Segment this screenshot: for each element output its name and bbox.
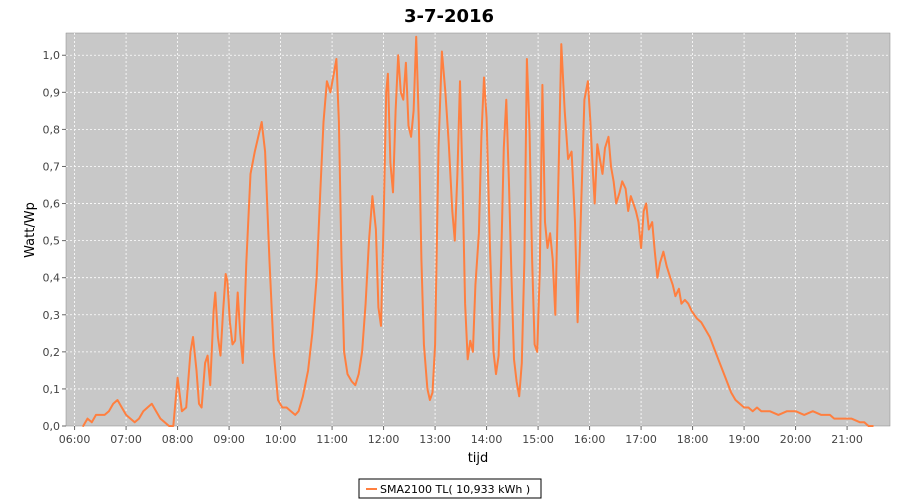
y-tick-label: 0,5 xyxy=(43,235,61,248)
legend-label: SMA2100 TL( 10,933 kWh ) xyxy=(380,483,530,496)
legend: SMA2100 TL( 10,933 kWh ) xyxy=(358,478,542,499)
y-tick-label: 0,7 xyxy=(43,160,61,173)
x-tick-label: 15:00 xyxy=(522,433,554,446)
x-tick-label: 16:00 xyxy=(574,433,606,446)
x-tick-label: 20:00 xyxy=(780,433,812,446)
y-tick-label: 0,2 xyxy=(43,346,61,359)
x-tick-label: 09:00 xyxy=(213,433,245,446)
x-tick-label: 14:00 xyxy=(471,433,503,446)
y-tick-label: 0,1 xyxy=(43,383,61,396)
y-tick-label: 0,4 xyxy=(43,272,61,285)
y-tick-label: 0,6 xyxy=(43,198,61,211)
x-tick-label: 06:00 xyxy=(59,433,91,446)
x-tick-label: 07:00 xyxy=(110,433,142,446)
legend-box xyxy=(358,478,542,499)
x-tick-label: 12:00 xyxy=(368,433,400,446)
x-tick-label: 17:00 xyxy=(625,433,657,446)
y-tick-label: 0,0 xyxy=(43,420,61,433)
x-axis-ticks: 06:00 07:00 08:00 09:00 10:00 11:00 12:00 13:00… xyxy=(59,426,863,446)
x-tick-label: 10:00 xyxy=(265,433,297,446)
x-axis-label: tijd xyxy=(468,451,489,466)
y-axis-label: Watt/Wp xyxy=(23,202,38,258)
x-tick-label: 19:00 xyxy=(728,433,760,446)
x-tick-label: 21:00 xyxy=(831,433,863,446)
x-tick-label: 13:00 xyxy=(419,433,451,446)
series-line-sma2100 xyxy=(82,35,874,427)
y-tick-label: 1,0 xyxy=(43,49,61,62)
y-tick-label: 0,3 xyxy=(43,309,61,322)
y-axis-ticks: 0,0 0,1 0,2 0,3 0,4 0,5 0,6 0,7 0,8 0,9 1,0 xyxy=(43,49,66,433)
x-tick-label: 18:00 xyxy=(677,433,709,446)
x-tick-label: 11:00 xyxy=(316,433,348,446)
y-tick-label: 0,8 xyxy=(43,123,61,136)
x-tick-label: 08:00 xyxy=(162,433,194,446)
y-tick-label: 0,9 xyxy=(43,86,61,99)
chart-title: 3-7-2016 xyxy=(404,6,494,27)
